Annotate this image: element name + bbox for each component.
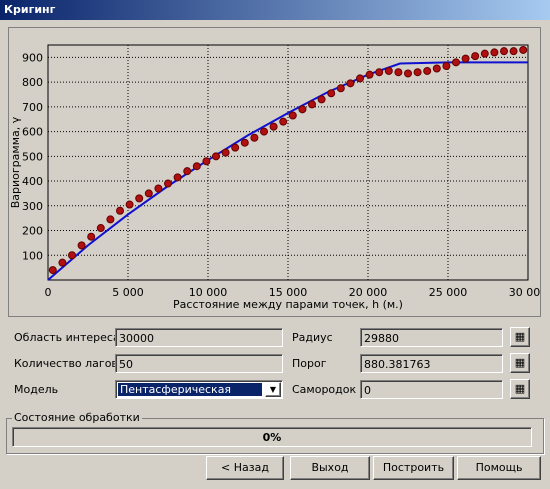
point (48, 266, 57, 275)
point (96, 224, 105, 233)
point (279, 117, 288, 126)
point (202, 157, 211, 166)
point (346, 79, 355, 88)
x-tick-label: 30 000 (509, 286, 541, 299)
status-title: Состояние обработки (12, 411, 142, 424)
point (288, 111, 297, 120)
point (192, 162, 201, 171)
x-tick-label: 10 000 (189, 286, 228, 299)
field-label: Модель (14, 383, 59, 396)
y-tick-label: 500 (22, 150, 43, 163)
point (500, 47, 508, 56)
field-label: Область интереса (14, 331, 120, 344)
point (480, 49, 489, 58)
point (509, 47, 518, 56)
point (221, 148, 230, 157)
point (336, 84, 345, 93)
dropdown[interactable]: Пентасферическая ▼ (115, 380, 283, 399)
point (173, 173, 182, 182)
point (269, 122, 278, 131)
point (317, 95, 326, 104)
x-axis-label: Расстояние между парами точек, h (м.) (173, 298, 403, 311)
y-tick-label: 200 (22, 225, 43, 238)
point (432, 64, 441, 73)
point (106, 215, 115, 224)
field-label: Количество лагов (14, 357, 118, 370)
point (125, 200, 134, 209)
field-label: Порог (292, 357, 327, 370)
point (356, 74, 364, 83)
text-input[interactable]: 30000 (115, 328, 283, 347)
point (442, 62, 451, 71)
calculator-button[interactable]: ▦ (510, 379, 530, 399)
y-tick-label: 800 (22, 76, 43, 89)
x-tick-label: 20 000 (349, 286, 388, 299)
point (164, 179, 172, 188)
point (394, 68, 403, 77)
chart: 0 5 000 10 000 15 000 20 000 25 000 30 000 100 2… (8, 27, 541, 317)
x-tick-label: 0 (45, 286, 52, 299)
point (404, 69, 412, 78)
progress-bar: 0% (12, 427, 532, 447)
button[interactable]: Построить (373, 456, 454, 480)
button[interactable]: < Назад (206, 456, 284, 480)
point (77, 241, 86, 250)
text-input[interactable]: 50 (115, 354, 283, 373)
point (365, 70, 374, 79)
point (154, 184, 163, 193)
x-tick-label: 5 000 (112, 286, 144, 299)
title-bar: Кригинг (0, 0, 550, 20)
text-input[interactable]: 880.381763 (360, 354, 503, 373)
calculator-button[interactable]: ▦ (510, 327, 530, 347)
y-tick-label: 900 (22, 51, 43, 64)
point (240, 138, 249, 147)
point (423, 66, 432, 75)
point (58, 258, 67, 267)
point (212, 152, 220, 161)
point (183, 167, 192, 176)
y-tick-label: 400 (22, 175, 43, 188)
dropdown-value: Пентасферическая (118, 383, 262, 396)
point (250, 133, 259, 142)
field-label: Самородок (292, 383, 357, 396)
y-tick-label: 600 (22, 126, 43, 139)
point (298, 105, 307, 114)
point (87, 232, 96, 241)
y-tick-label: 700 (22, 101, 43, 114)
point (461, 54, 470, 63)
point (375, 68, 384, 77)
point (519, 45, 528, 54)
point (68, 251, 76, 260)
y-tick-label: 100 (22, 249, 43, 262)
status-group (6, 418, 544, 454)
text-input[interactable]: 0 (360, 380, 503, 399)
button[interactable]: Помощь (457, 456, 541, 480)
field-label: Радиус (292, 331, 333, 344)
text-input[interactable]: 29880 (360, 328, 503, 347)
calculator-button[interactable]: ▦ (510, 353, 530, 373)
button[interactable]: Выход (290, 456, 370, 480)
point (135, 194, 144, 203)
point (327, 89, 336, 98)
y-tick-label: 300 (22, 200, 43, 213)
y-axis-label: Вариограмма, γ (9, 116, 22, 208)
point (116, 206, 124, 215)
dropdown-arrow[interactable]: ▼ (265, 382, 281, 397)
x-tick-label: 15 000 (269, 286, 308, 299)
point (452, 58, 460, 67)
x-tick-label: 25 000 (429, 286, 468, 299)
point (144, 189, 153, 198)
point (308, 100, 316, 109)
point (260, 127, 268, 136)
point (231, 143, 240, 152)
point (471, 52, 480, 61)
model-line (47, 61, 528, 281)
point (413, 68, 422, 77)
point (490, 48, 499, 57)
point (384, 66, 393, 75)
